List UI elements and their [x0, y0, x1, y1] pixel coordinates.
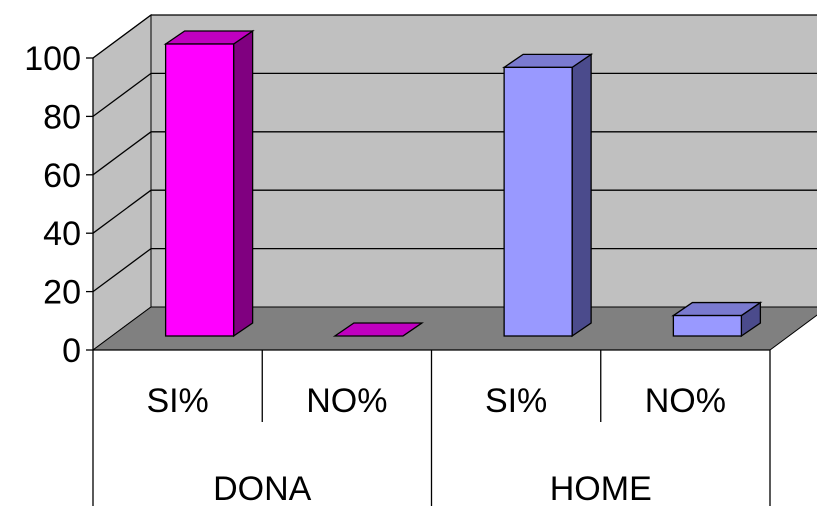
x-category-label: SI%: [146, 382, 208, 420]
x-group-label: DONA: [213, 470, 312, 506]
x-category-labels: SI% NO% SI% NO% DONA HOME: [146, 382, 726, 506]
gridlines: [92, 14, 817, 293]
y-tick-label: 0: [62, 332, 81, 370]
bar-front-face: [503, 66, 573, 337]
y-tick-labels: 0 20 40 60 80 100: [24, 40, 81, 370]
side-wall: [92, 14, 152, 351]
gridline-side: [92, 72, 152, 117]
x-category-label: SI%: [485, 382, 547, 420]
y-tick-label: 80: [43, 98, 81, 136]
y-tick-label: 60: [43, 157, 81, 195]
gridline-side: [92, 131, 152, 176]
chart-walls: [91, 14, 817, 351]
bar-side-face: [571, 53, 592, 338]
y-tick-label: 40: [43, 215, 81, 253]
bar-3: [671, 301, 763, 338]
gridline-side: [92, 189, 152, 234]
bar-top-face: [332, 322, 424, 337]
x-category-label: NO%: [645, 382, 726, 420]
bar-front-face: [164, 43, 235, 337]
bar-side-face: [232, 29, 254, 338]
x-category-label: NO%: [306, 382, 387, 420]
axes: [86, 57, 771, 506]
bar-2: [502, 53, 594, 338]
bar-front-face: [672, 314, 743, 337]
bar-0: [163, 29, 255, 338]
x-group-label: HOME: [550, 470, 652, 506]
bars: [163, 29, 763, 338]
y-tick-label: 100: [24, 40, 81, 78]
gridline-side: [92, 248, 152, 293]
bar-1: [332, 322, 424, 337]
y-tick-label: 20: [43, 274, 81, 312]
gridline-side: [92, 14, 152, 59]
